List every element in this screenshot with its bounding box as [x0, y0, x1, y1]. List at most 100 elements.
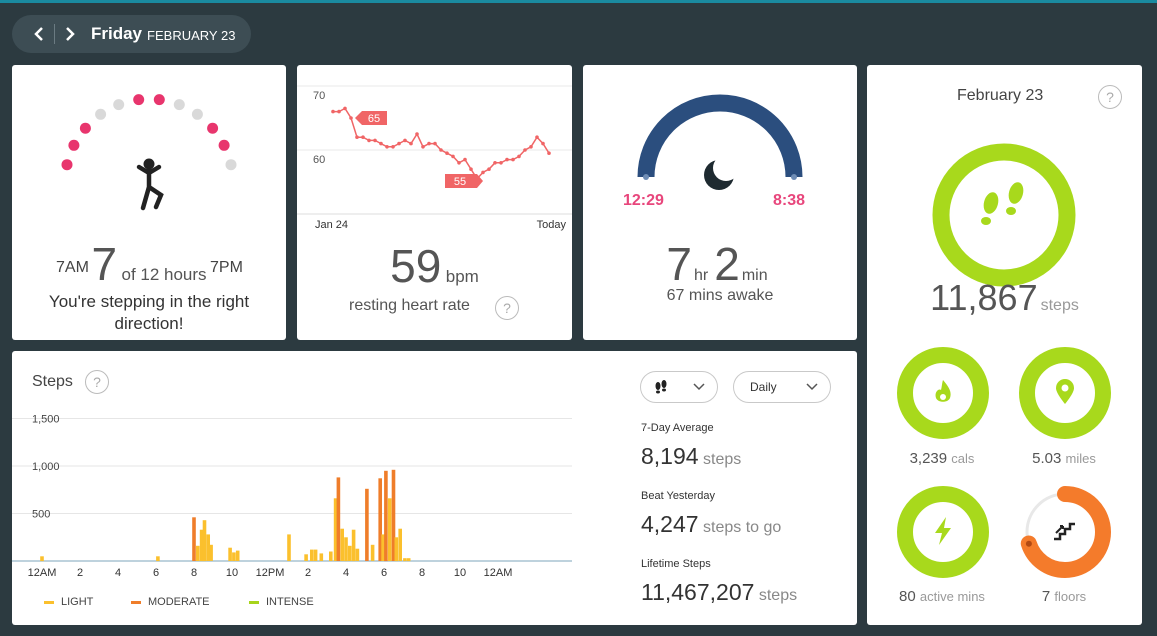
- step-bar: [391, 469, 396, 561]
- hourly-message: You're stepping in the right direction!: [48, 292, 250, 333]
- legend-label: LIGHT: [61, 596, 94, 608]
- sleep-tile[interactable]: 12:29 8:38 7 hr 2 min 67 mins awake: [583, 65, 857, 340]
- steps-total: 11,867 steps: [867, 277, 1142, 319]
- sleep-arc: [637, 94, 803, 190]
- hour-dot: [153, 94, 165, 106]
- lightning-icon: [935, 517, 951, 545]
- goal-rings: [897, 347, 1111, 578]
- resting-hr-label: resting heart rate: [349, 297, 470, 314]
- heart-rate-point: [361, 135, 365, 139]
- step-bar: [344, 537, 348, 562]
- x-tick-label: 8: [191, 567, 197, 579]
- sleep-end-time: 8:38: [773, 192, 806, 209]
- floors-value: 7: [1041, 588, 1051, 605]
- heart-rate-point: [463, 157, 467, 162]
- steps-help-icon[interactable]: ?: [85, 370, 109, 394]
- next-day-button[interactable]: [55, 15, 85, 53]
- heart-rate-point: [535, 135, 539, 139]
- heart-rate-point: [433, 141, 437, 146]
- step-bar: [381, 534, 385, 561]
- heart-rate-tile[interactable]: 70 60 65 55 Jan 24 Today 59 bpm resting …: [297, 65, 572, 340]
- heart-rate-point: [349, 116, 353, 120]
- step-bar: [202, 520, 207, 562]
- steps-chart-title: Steps: [32, 373, 73, 390]
- heart-rate-chart: 70 60 65 55 Jan 24 Today: [297, 85, 572, 231]
- calories-value: 3,239: [909, 450, 948, 467]
- heart-rate-point: [385, 145, 389, 149]
- distance-unit: miles: [1065, 451, 1096, 466]
- heart-rate-point: [529, 145, 533, 149]
- steps-total-value: 11,867: [930, 277, 1038, 318]
- current-day: Friday: [91, 24, 143, 43]
- period-dropdown[interactable]: Daily: [733, 371, 831, 403]
- steps-chart-tile[interactable]: Steps ? 1,500 1,000 500 12AM 2 4 6 8 10 12PM 2 4 6 8 1…: [12, 351, 857, 625]
- calories-unit: cals: [951, 451, 975, 466]
- min-callout-text: 55: [454, 176, 466, 188]
- step-bar: [378, 478, 382, 561]
- step-bar: [398, 528, 402, 561]
- heart-rate-point: [373, 138, 377, 143]
- heart-rate-point: [439, 148, 443, 152]
- sleep-hours: 7: [666, 238, 692, 290]
- stat-label-lifetime: Lifetime Steps: [641, 558, 711, 570]
- heart-rate-point: [469, 167, 473, 171]
- heart-rate-point: [379, 141, 383, 146]
- sleep-minutes: 2: [714, 238, 740, 290]
- heart-rate-point: [445, 151, 449, 155]
- step-bar: [196, 545, 200, 561]
- nav-divider: [54, 24, 55, 44]
- hour-dot: [133, 94, 145, 106]
- step-bar: [235, 550, 240, 561]
- legend-swatch: [44, 600, 54, 604]
- legend-intense: INTENSE: [249, 596, 314, 608]
- previous-day-button[interactable]: [24, 15, 54, 53]
- stat-value-yesterday: 4,247 steps to go: [641, 511, 781, 538]
- activity-type-dropdown[interactable]: [640, 371, 718, 403]
- heart-rate-point: [511, 157, 515, 162]
- hours-met-value: 7: [91, 238, 118, 290]
- sleep-duration: 7 hr 2 min: [583, 237, 857, 291]
- stat-number: 11,467,207: [641, 579, 755, 605]
- step-bar: [370, 544, 375, 561]
- heart-rate-point: [427, 141, 431, 146]
- y-label-70: 70: [313, 90, 325, 102]
- x-tick-label: 10: [454, 567, 466, 579]
- heart-rate-point: [547, 151, 551, 155]
- x-tick-label: 6: [153, 567, 159, 579]
- x-tick-label: 2: [305, 567, 311, 579]
- y-label-60: 60: [313, 154, 325, 166]
- hour-dot: [218, 139, 230, 151]
- heart-rate-point: [499, 161, 503, 165]
- heart-rate-point: [493, 161, 497, 165]
- distance-label: 5.03 miles: [1004, 450, 1124, 467]
- sleep-end-dot: [791, 174, 797, 180]
- hourly-activity-tile[interactable]: 7AM 7PM 7 of 12 hours You're stepping in…: [12, 65, 286, 340]
- heart-help-icon[interactable]: ?: [495, 296, 519, 320]
- footprints-icon: [655, 380, 667, 394]
- max-callout-text: 65: [368, 113, 380, 125]
- awake-time: 67 mins awake: [666, 287, 774, 304]
- sleep-start-time: 12:29: [623, 192, 664, 209]
- goals-date: February 23: [957, 87, 1044, 104]
- hourly-dots-arc: [61, 94, 237, 211]
- sleep-start-dot: [643, 174, 649, 180]
- heart-rate-point: [337, 109, 341, 114]
- legend-swatch: [249, 600, 259, 604]
- goals-help-icon[interactable]: ?: [1098, 85, 1122, 109]
- heart-rate-point: [517, 154, 521, 159]
- daily-goals-tile[interactable]: February 23 ? 11,867 steps 3,239 cals: [867, 65, 1142, 625]
- stat-unit: steps to go: [703, 519, 782, 536]
- heart-rate-point: [541, 141, 545, 146]
- hour-dot: [68, 139, 80, 151]
- stat-unit: steps: [758, 587, 798, 604]
- heart-rate-point: [451, 154, 455, 159]
- y-tick-label: 1,000: [32, 461, 60, 473]
- resting-hr-summary: 59 bpm: [297, 239, 572, 293]
- chevron-right-icon: [66, 27, 75, 41]
- step-bar: [199, 529, 204, 562]
- x-tick-label: 12PM: [256, 567, 285, 579]
- y-tick-label: 1,500: [32, 414, 60, 426]
- x-tick-label: 6: [381, 567, 387, 579]
- person-walking-icon: [136, 158, 164, 211]
- chevron-left-icon: [34, 27, 43, 41]
